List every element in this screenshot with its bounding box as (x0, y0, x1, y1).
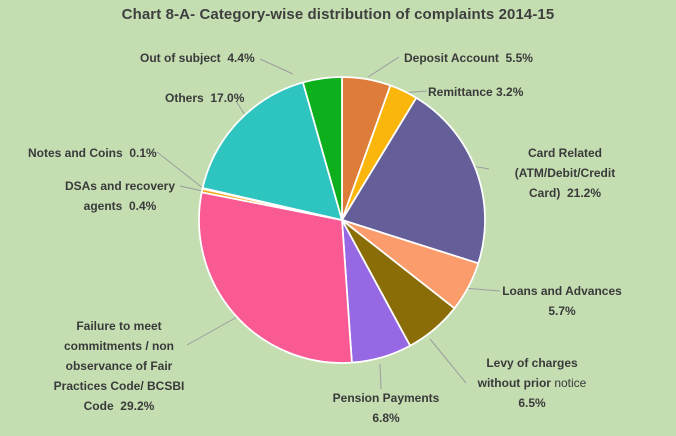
label-pension-payments: Pension Payments 6.8% (276, 388, 496, 428)
label-line: Others 17.0% (165, 91, 245, 105)
leader-line-out-of-subject (259, 58, 294, 75)
pie-slice-failure-to-meet-commitments (198, 191, 353, 364)
label-dsas-and-recovery-agents: DSAs and recovery agents 0.4% (20, 176, 220, 216)
label-line: Practices Code/ BCSBI (53, 379, 185, 393)
label-line: Remittance 3.2% (428, 85, 524, 99)
label-line: Levy of charges (486, 356, 578, 370)
label-line: Code 29.2% (83, 399, 155, 413)
label-line-bold: without prior (477, 376, 551, 390)
label-failure-to-meet-commitments: Failure to meet commitments / non observ… (8, 316, 230, 416)
label-line: Loans and Advances (502, 284, 622, 298)
leader-line-levy-of-charges (429, 338, 467, 384)
chart-title: Chart 8-A- Category-wise distribution of… (121, 6, 555, 23)
label-line: Pension Payments (332, 391, 440, 405)
label-deposit-account: Deposit Account 5.5% (404, 48, 533, 68)
label-line: 5.7% (548, 304, 576, 318)
label-out-of-subject: Out of subject 4.4% (140, 48, 255, 68)
label-line-regular: notice (554, 376, 587, 390)
label-line: without prior notice (422, 373, 642, 393)
pie-slice-others (201, 81, 343, 221)
label-line: 6.8% (372, 411, 400, 425)
label-card-related: Card Related (ATM/Debit/Credit Card) 21.… (455, 143, 675, 203)
label-loans-and-advances: Loans and Advances 5.7% (452, 281, 672, 321)
pie-slice-out-of-subject (302, 76, 343, 221)
leader-line-loans-and-advances (462, 287, 501, 292)
leader-line-pension-payments (379, 363, 382, 390)
label-line: commitments / non (63, 339, 174, 353)
label-line: observance of Fair (65, 359, 173, 373)
label-others: Others 17.0% (165, 88, 244, 108)
label-line: Deposit Account 5.5% (404, 51, 533, 65)
label-line: DSAs and recovery (64, 179, 176, 193)
label-line: 6.5% (518, 396, 546, 410)
leader-line-notes-and-coins (156, 151, 205, 190)
label-remittance: Remittance 3.2% (428, 82, 523, 102)
label-line: Card Related (527, 146, 603, 160)
pie-slice-card-related (341, 96, 486, 265)
leader-line-failure-to-meet-commitments (186, 316, 238, 346)
label-line: Out of subject 4.4% (140, 51, 255, 65)
leader-line-deposit-account (367, 56, 400, 78)
label-line: Notes and Coins 0.1% (28, 146, 157, 160)
label-line: Failure to meet (76, 319, 162, 333)
label-levy-of-charges: Levy of charges without prior notice 6.5… (422, 353, 642, 413)
label-notes-and-coins: Notes and Coins 0.1% (28, 143, 157, 163)
label-line: agents 0.4% (83, 199, 157, 213)
label-line: (ATM/Debit/Credit (514, 166, 616, 180)
label-line: Card) 21.2% (528, 186, 602, 200)
